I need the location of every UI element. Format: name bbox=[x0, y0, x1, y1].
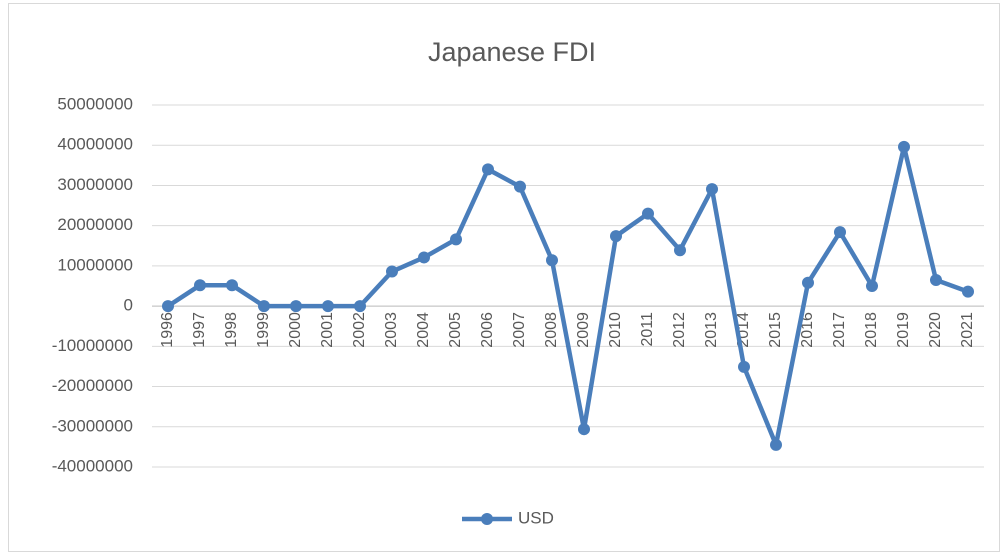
y-tick-label: 40000000 bbox=[57, 135, 133, 154]
point bbox=[386, 265, 398, 278]
chart-border bbox=[8, 3, 1000, 552]
x-tick-label: 2016 bbox=[799, 312, 816, 348]
point bbox=[802, 276, 814, 289]
point bbox=[866, 280, 878, 292]
point bbox=[642, 207, 654, 220]
x-tick-label: 2011 bbox=[639, 312, 656, 347]
point bbox=[674, 244, 686, 257]
x-tick-label: 2008 bbox=[543, 312, 560, 348]
x-tick-label: 2020 bbox=[927, 312, 944, 348]
point bbox=[930, 273, 942, 286]
point bbox=[450, 233, 462, 246]
y-tick-label: -30000000 bbox=[52, 416, 133, 435]
point bbox=[226, 279, 238, 292]
point bbox=[578, 423, 590, 436]
x-tick-label: 2003 bbox=[383, 312, 400, 348]
x-tick-label: 1999 bbox=[255, 312, 272, 348]
x-tick-label: 2019 bbox=[895, 312, 912, 348]
x-tick-label: 2021 bbox=[959, 312, 976, 348]
x-tick-label: 2002 bbox=[351, 312, 368, 348]
point bbox=[738, 360, 750, 373]
point bbox=[162, 300, 174, 313]
point bbox=[898, 140, 910, 153]
x-tick-label: 1997 bbox=[191, 312, 208, 348]
point bbox=[418, 251, 430, 264]
point bbox=[834, 226, 846, 239]
legend-marker bbox=[481, 513, 493, 525]
point bbox=[962, 285, 974, 298]
x-tick-label: 2001 bbox=[319, 312, 336, 348]
point bbox=[322, 300, 334, 313]
x-tick-label: 2015 bbox=[767, 312, 784, 348]
y-tick-label: -40000000 bbox=[52, 456, 133, 475]
x-tick-label: 2018 bbox=[863, 312, 880, 348]
x-tick-label: 2009 bbox=[575, 312, 592, 348]
point bbox=[546, 254, 558, 267]
point bbox=[290, 300, 302, 313]
y-tick-label: 0 bbox=[124, 296, 133, 315]
x-tick-label: 2010 bbox=[607, 312, 624, 348]
y-tick-label: -20000000 bbox=[52, 376, 133, 395]
x-tick-label: 2004 bbox=[415, 312, 432, 348]
point bbox=[258, 300, 270, 313]
point bbox=[354, 300, 366, 313]
x-tick-label: 2012 bbox=[671, 312, 688, 348]
x-tick-label: 1996 bbox=[159, 312, 176, 348]
point bbox=[482, 163, 494, 176]
x-tick-label: 2007 bbox=[511, 312, 528, 348]
y-tick-label: -10000000 bbox=[52, 336, 133, 355]
y-tick-label: 20000000 bbox=[57, 215, 133, 234]
y-tick-label: 50000000 bbox=[57, 94, 133, 113]
legend-label: USD bbox=[518, 508, 554, 527]
y-tick-label: 30000000 bbox=[57, 175, 133, 194]
x-tick-label: 2013 bbox=[703, 312, 720, 348]
point bbox=[706, 183, 718, 196]
point bbox=[514, 180, 526, 193]
y-tick-label: 10000000 bbox=[57, 255, 133, 274]
x-tick-label: 2000 bbox=[287, 312, 304, 348]
chart-title: Japanese FDI bbox=[428, 37, 596, 67]
point bbox=[194, 279, 206, 292]
point bbox=[770, 438, 782, 451]
x-tick-label: 2005 bbox=[447, 312, 464, 348]
x-tick-label: 2006 bbox=[479, 312, 496, 348]
x-tick-label: 1998 bbox=[223, 312, 240, 348]
point bbox=[610, 230, 622, 243]
x-tick-label: 2017 bbox=[831, 312, 848, 348]
